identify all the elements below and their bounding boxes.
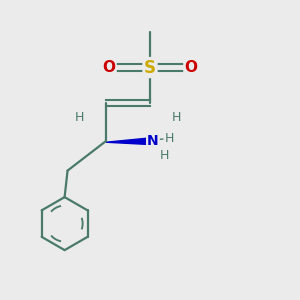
Text: O: O — [102, 60, 115, 75]
Text: H: H — [160, 149, 169, 162]
Text: H: H — [172, 111, 181, 124]
Text: S: S — [144, 58, 156, 76]
Text: N: N — [147, 134, 159, 148]
Text: H: H — [164, 132, 174, 145]
Polygon shape — [106, 138, 153, 145]
Text: O: O — [185, 60, 198, 75]
Text: H: H — [75, 111, 84, 124]
